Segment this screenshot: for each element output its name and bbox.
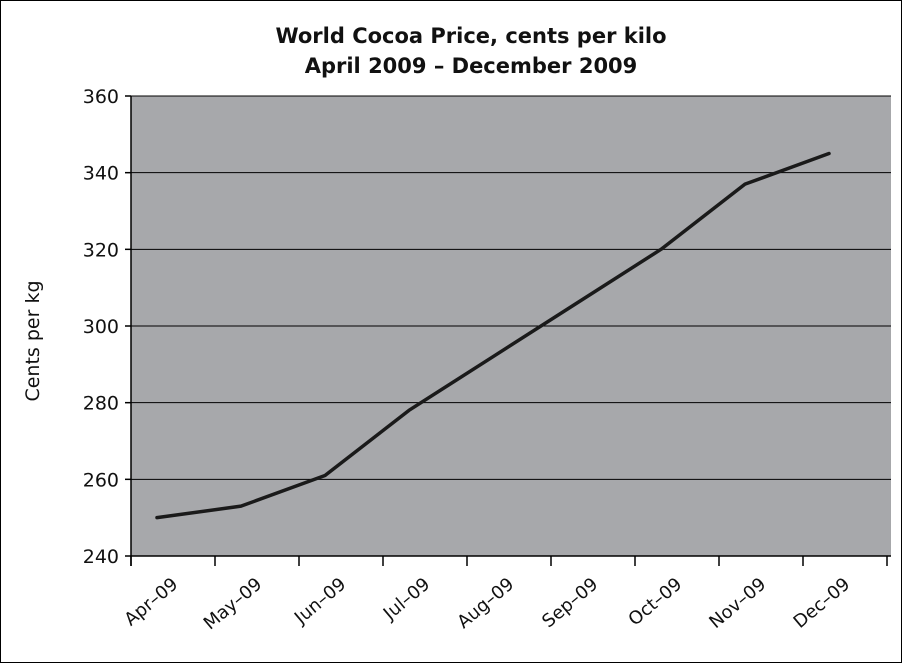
x-tick-label: Jun–09: [290, 574, 350, 629]
x-tick-label: Jul–09: [379, 574, 434, 625]
x-tick-label: Nov–09: [705, 574, 770, 633]
chart-title: World Cocoa Price, cents per kilo: [275, 24, 666, 48]
x-tick-label: Sep–09: [538, 574, 602, 632]
x-tick-label: Dec–09: [790, 574, 855, 633]
y-tick-label: 260: [83, 469, 119, 491]
x-tick-label: May–09: [200, 574, 266, 635]
y-tick-label: 320: [83, 239, 119, 261]
y-tick-label: 340: [83, 163, 119, 185]
y-tick-label: 300: [83, 316, 119, 338]
x-tick-label: Oct–09: [624, 574, 686, 631]
x-tick-label: Apr–09: [120, 574, 182, 631]
y-tick-label: 240: [83, 546, 119, 568]
chart-subtitle: April 2009 – December 2009: [305, 54, 638, 78]
y-tick-label: 280: [83, 393, 119, 415]
x-tick-label: Aug–09: [453, 574, 518, 633]
y-tick-label: 360: [83, 86, 119, 108]
y-axis-label: Cents per kg: [22, 280, 44, 401]
